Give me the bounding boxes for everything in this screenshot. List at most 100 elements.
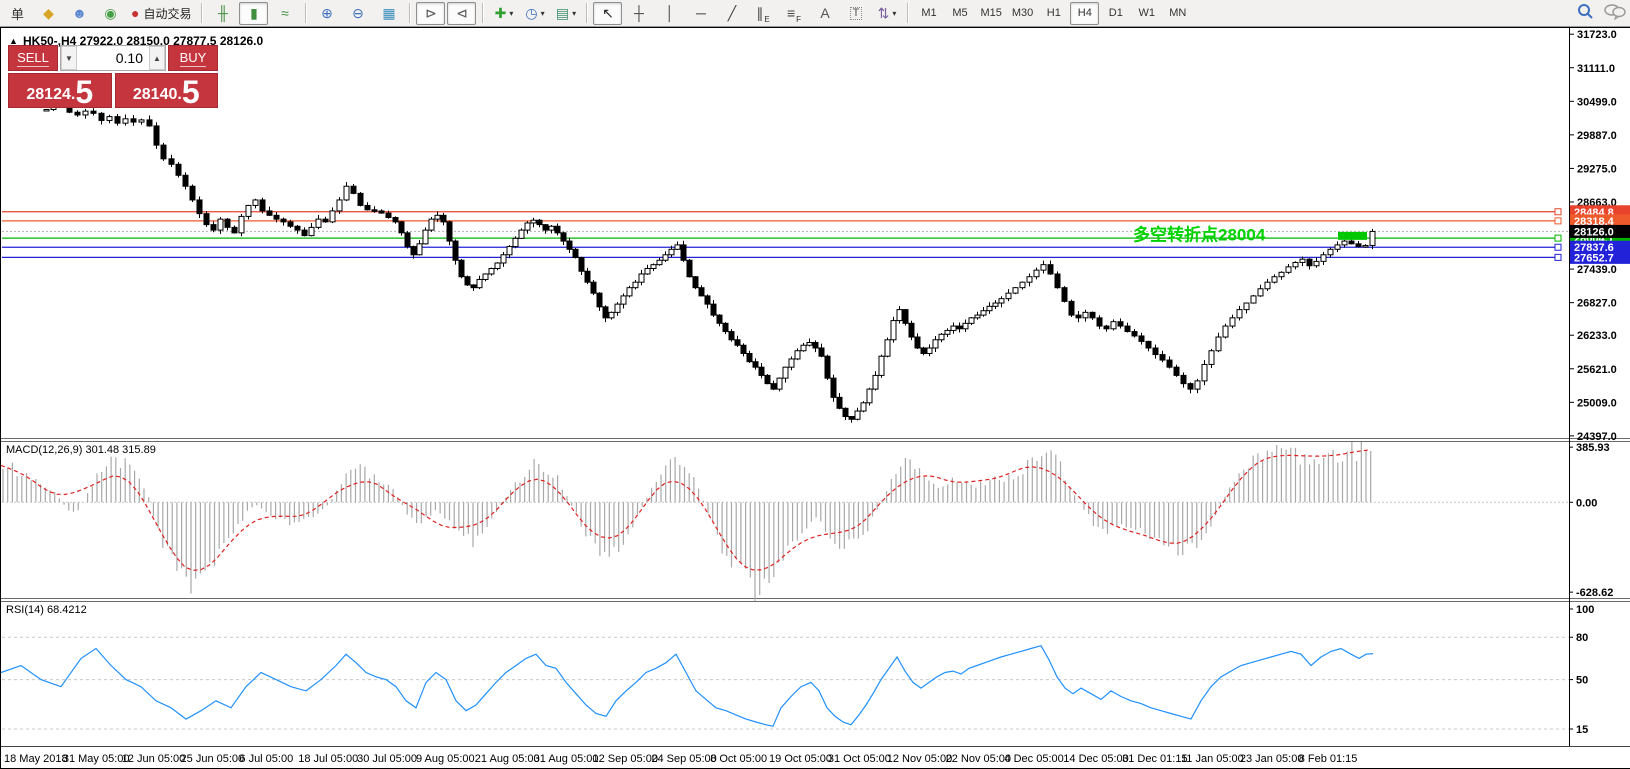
chart-shift-button[interactable]: ⊳ [416,1,446,25]
candle-body [168,158,175,165]
sell-button[interactable]: SELL [8,45,58,71]
candle-body [572,248,579,259]
candle-body [329,210,336,223]
candle-body [476,278,483,289]
timeframe-w1[interactable]: W1 [1132,2,1161,25]
candle-body [1306,258,1313,267]
zoom-in-icon: ⊕ [321,5,333,21]
candle-body [716,314,723,324]
channel-button[interactable]: ∥ E [748,2,777,25]
new-order-button[interactable]: 单 [3,2,32,25]
period-button-dropdown-icon[interactable]: ▾ [540,8,545,18]
new-chart-button-dropdown-icon[interactable]: ▾ [509,8,514,18]
macd-tick-label: -628.62 [1576,587,1613,599]
price-badge-label: 28126.0 [1574,226,1614,238]
template-button-dropdown-icon[interactable]: ▾ [572,8,577,18]
rsi-label: RSI(14) 68.4212 [6,604,87,616]
timeframe-m1[interactable]: M1 [914,2,943,25]
line-chart-button[interactable]: ≈ [270,2,299,25]
candle-body [392,216,399,223]
candle-body [1152,347,1159,356]
candle-body [398,221,405,234]
timeframe-m5-label: M5 [952,7,968,19]
candle-body [938,333,945,341]
one-click-trade-panel: SELL ▼ 0.10 ▲ BUY 28124. 5 28140. 5 [8,45,218,108]
template-button[interactable]: ▤ ▾ [551,2,580,25]
lot-decrease-button[interactable]: ▼ [61,46,77,70]
horizontal-line-button[interactable]: ─ [686,2,715,25]
bar-chart-button[interactable]: ╫ [208,2,237,25]
sell-price[interactable]: 28124. 5 [8,73,112,108]
timeframe-mn-label: MN [1169,7,1187,19]
search-icon[interactable] [1577,3,1594,20]
gold-ingot-icon[interactable]: ◆ [34,2,63,25]
candle-body [968,317,975,324]
chart-window[interactable]: 31723.0 31111.0 30499.0 29887.0 29275.0 28663… [0,27,1630,769]
timeframe-mn[interactable]: MN [1163,2,1192,25]
price-tick-label: 27439.0 [1577,264,1617,276]
candle-body [776,377,783,390]
lot-size-value[interactable]: 0.10 [115,50,143,66]
candle-body [620,295,627,305]
candle-body [566,240,573,250]
arrows-button-dropdown-icon[interactable]: ▾ [892,8,897,18]
candle-body [217,218,224,231]
trendline-button[interactable]: ╱ [717,2,746,25]
candle-body [122,118,129,124]
chat-icon[interactable] [1604,3,1626,20]
buy-button[interactable]: BUY [168,45,218,71]
timeframe-h1[interactable]: H1 [1039,2,1068,25]
new-chart-button[interactable]: ✚ ▾ [489,2,518,25]
signals-icon[interactable]: ◉ [96,2,125,25]
zoom-in-button[interactable]: ⊕ [312,2,341,25]
toolbar-separator [907,3,909,23]
zoom-out-button[interactable]: ⊖ [343,2,372,25]
cursor-button[interactable]: ↖ [593,1,623,25]
candle-body [1257,288,1264,297]
candle-body [1054,273,1061,289]
timeframe-d1[interactable]: D1 [1101,2,1130,25]
fibonacci-button[interactable]: ≡ F [779,2,808,25]
candle-body [584,270,591,283]
candle-body [1138,335,1145,342]
timeframe-d1-label: D1 [1108,7,1123,19]
arrows-button[interactable]: ⇅ ▾ [872,2,901,25]
period-button[interactable]: ◷ ▾ [520,2,549,25]
profile-icon[interactable]: ☻ [65,2,94,25]
candle-body [1320,254,1327,262]
candle-body [1327,248,1334,256]
toolbar-right-icons [1577,3,1626,20]
candle-body [902,309,909,324]
timeframe-m5[interactable]: M5 [945,2,974,25]
line-handle [1554,243,1562,251]
timeframe-w1-label: W1 [1138,7,1156,19]
vertical-line-button[interactable]: │ [655,2,684,25]
candle-body [824,355,831,379]
time-axis-label: 12 Jun 05:00 [122,753,186,765]
candle-body [764,374,771,385]
candle-body [686,259,693,278]
timeframe-m15[interactable]: M15 [976,2,1005,25]
auto-scroll-button[interactable]: ⊲ [447,1,477,25]
candle-body [752,361,759,368]
candle-body [138,119,145,123]
text-label-button[interactable]: T [841,2,870,25]
timeframe-h4[interactable]: H4 [1070,1,1100,25]
candle-body [1033,269,1040,278]
buy-price[interactable]: 28140. 5 [114,73,218,108]
candle-body [322,218,329,223]
lot-increase-button[interactable]: ▲ [149,46,165,70]
crosshair-button[interactable]: ┼ [624,2,653,25]
candlestick-chart-button[interactable]: ▮ [239,1,269,25]
candle-body [890,320,897,341]
candle-body [740,344,747,354]
timeframe-m30[interactable]: M30 [1008,2,1037,25]
tile-windows-button[interactable]: ▦ [374,2,403,25]
candle-body [371,209,378,212]
autotrade-button[interactable]: ● 自动交易 [127,2,195,25]
text-button[interactable]: A [810,2,839,25]
chart-canvas[interactable]: 31723.031111.030499.029887.029275.028663… [1,28,1630,768]
price-tick-label: 29887.0 [1577,130,1617,142]
time-axis-label: 31 Dec 01:15 [1122,753,1187,765]
arrows-icon: ⇅ [877,5,890,21]
